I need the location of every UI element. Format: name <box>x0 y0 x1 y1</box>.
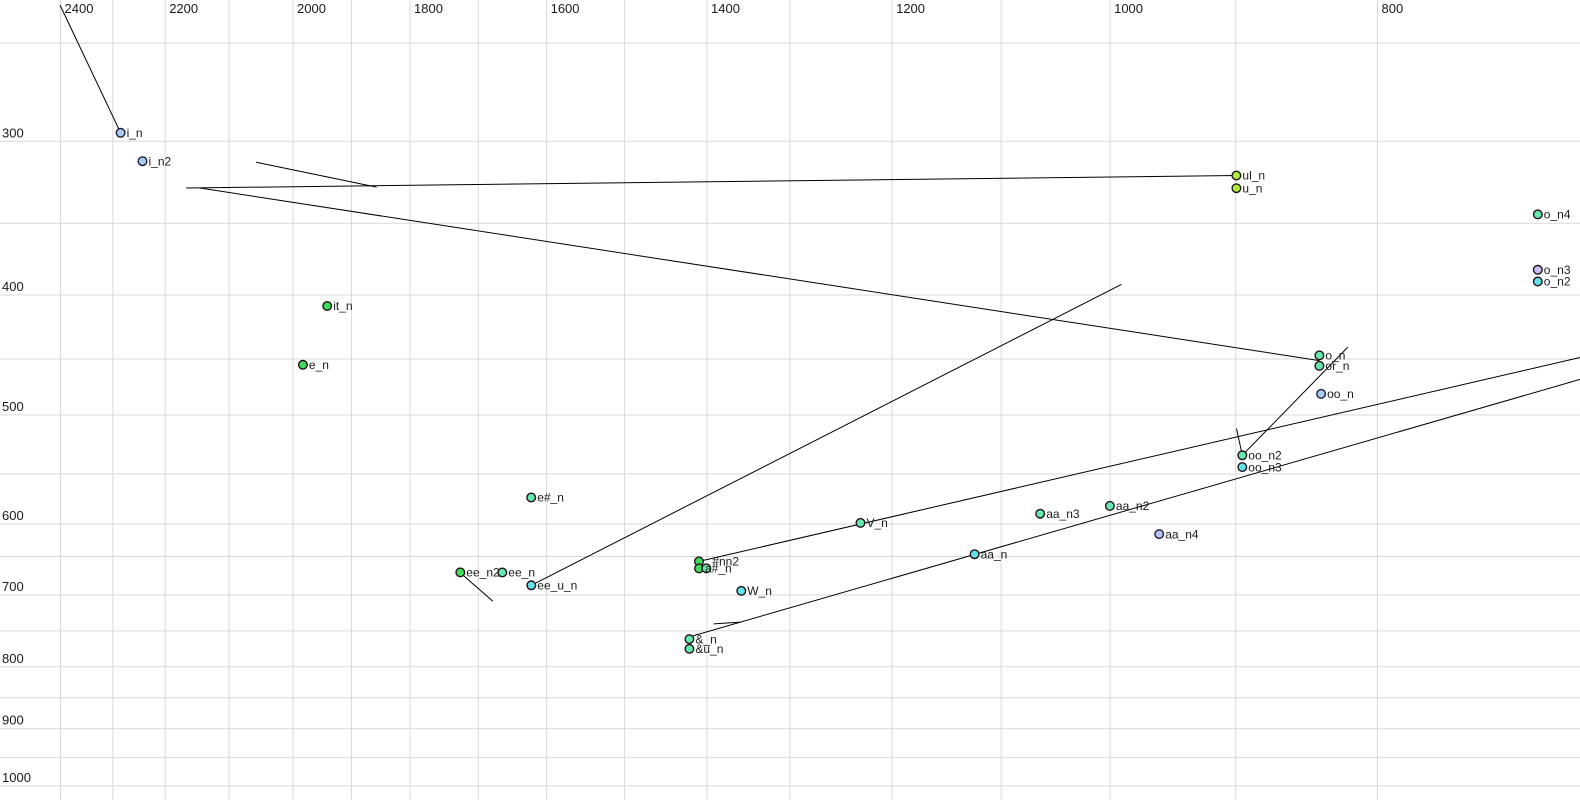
svg-text:1000: 1000 <box>2 770 31 785</box>
svg-text:o_n4: o_n4 <box>1544 208 1571 222</box>
svg-text:aa_n2: aa_n2 <box>1116 499 1150 513</box>
svg-text:oo_n: oo_n <box>1327 387 1354 401</box>
svg-text:700: 700 <box>2 579 24 594</box>
svg-text:aa_n4: aa_n4 <box>1165 527 1199 541</box>
svg-text:u_n: u_n <box>1242 181 1262 195</box>
svg-text:V_n: V_n <box>867 516 888 530</box>
svg-text:W_n: W_n <box>747 584 772 598</box>
svg-text:300: 300 <box>2 125 24 140</box>
svg-text:1000: 1000 <box>1114 1 1143 16</box>
svg-text:1800: 1800 <box>414 1 443 16</box>
svg-text:&u_n: &u_n <box>695 642 723 656</box>
svg-text:i_n2: i_n2 <box>149 154 172 168</box>
svg-text:2000: 2000 <box>297 1 326 16</box>
svg-text:600: 600 <box>2 508 24 523</box>
svg-text:1200: 1200 <box>896 1 925 16</box>
svg-text:aa_n3: aa_n3 <box>1046 507 1080 521</box>
svg-text:o_n2: o_n2 <box>1544 275 1571 289</box>
svg-text:1600: 1600 <box>551 1 580 16</box>
svg-text:2400: 2400 <box>65 1 94 16</box>
svg-text:2200: 2200 <box>169 1 198 16</box>
svg-text:i_n: i_n <box>127 126 143 140</box>
svg-text:e_n: e_n <box>309 358 329 372</box>
svg-text:500: 500 <box>2 399 24 414</box>
svg-text:oo_n3: oo_n3 <box>1248 460 1282 474</box>
svg-text:e#_n: e#_n <box>537 491 564 505</box>
svg-text:ee_n2: ee_n2 <box>466 566 500 580</box>
svg-text:it_n: it_n <box>333 299 352 313</box>
svg-text:800: 800 <box>2 651 24 666</box>
svg-text:1400: 1400 <box>711 1 740 16</box>
svg-text:ee_n: ee_n <box>508 566 535 580</box>
svg-text:800: 800 <box>1382 1 1404 16</box>
svg-text:ee_u_n: ee_u_n <box>537 579 577 593</box>
svg-text:aa_n: aa_n <box>981 547 1008 561</box>
svg-text:400: 400 <box>2 279 24 294</box>
svg-text:900: 900 <box>2 713 24 728</box>
svg-text:or_n: or_n <box>1325 359 1349 373</box>
svg-text:#nn2: #nn2 <box>712 555 739 569</box>
